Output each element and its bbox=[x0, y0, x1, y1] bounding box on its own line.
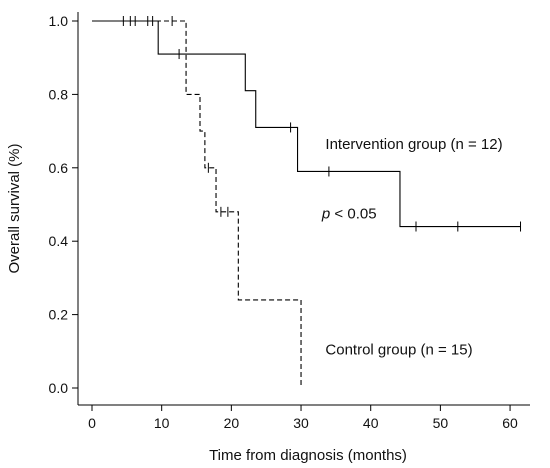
y-tick-label: 0.0 bbox=[49, 380, 69, 396]
y-axis-title: Overall survival (%) bbox=[6, 143, 23, 273]
annotation-1: p < 0.05 bbox=[321, 206, 377, 223]
y-tick-label: 0.2 bbox=[49, 307, 69, 323]
x-tick-label: 20 bbox=[224, 415, 240, 431]
x-tick-label: 60 bbox=[502, 415, 518, 431]
x-tick-label: 50 bbox=[433, 415, 449, 431]
annotation-2: Control group (n = 15) bbox=[325, 341, 472, 358]
y-tick-label: 0.4 bbox=[49, 233, 69, 249]
series-line-control bbox=[92, 20, 302, 388]
x-tick-label: 30 bbox=[293, 415, 309, 431]
x-tick-label: 0 bbox=[88, 415, 96, 431]
y-tick-label: 0.6 bbox=[49, 160, 69, 176]
x-tick-label: 10 bbox=[154, 415, 170, 431]
y-tick-label: 1.0 bbox=[49, 13, 69, 29]
axes: 0.0 0.2 0.4 0.6 0.8 1.0 0 10 20 30 40 50 60 bbox=[49, 12, 530, 431]
series-line-intervention bbox=[92, 20, 521, 228]
annotation-0: Intervention group (n = 12) bbox=[325, 136, 502, 153]
survival-curves bbox=[92, 16, 522, 388]
x-axis-title: Time from diagnosis (months) bbox=[209, 447, 407, 464]
annotations: Intervention group (n = 12) p < 0.05 Contr… bbox=[321, 136, 503, 359]
x-tick-label: 40 bbox=[363, 415, 379, 431]
y-tick-label: 0.8 bbox=[49, 86, 69, 102]
